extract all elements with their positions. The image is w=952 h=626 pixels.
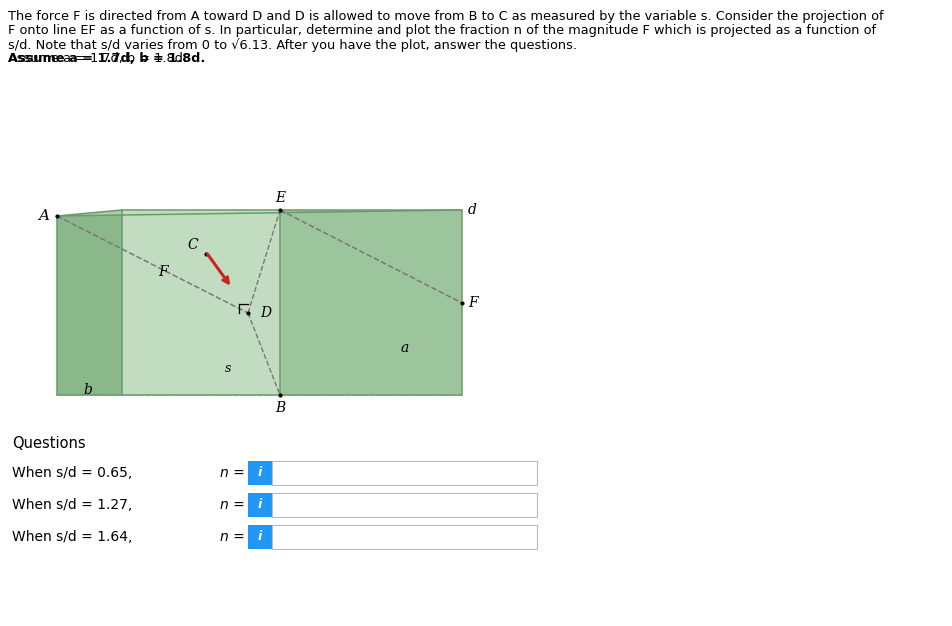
Text: n =: n = [220,466,245,480]
Text: The force F is directed from A toward D and D is allowed to move from B to C as : The force F is directed from A toward D … [8,10,883,23]
FancyBboxPatch shape [248,493,271,517]
Text: When s/d = 0.65,: When s/d = 0.65, [12,466,132,480]
Text: i: i [258,466,262,480]
Text: Questions: Questions [12,436,86,451]
FancyBboxPatch shape [271,525,536,549]
Polygon shape [57,210,122,395]
Text: F onto line EF as a function of s. In particular, determine and plot the fractio: F onto line EF as a function of s. In pa… [8,24,875,37]
FancyBboxPatch shape [271,461,536,485]
FancyBboxPatch shape [271,493,536,517]
Text: i: i [258,530,262,543]
Text: F: F [467,296,477,310]
Text: b: b [84,383,92,397]
Polygon shape [280,210,462,395]
Text: a: a [401,341,408,355]
Text: d: d [467,203,476,217]
FancyBboxPatch shape [248,525,271,549]
Text: D: D [260,306,270,320]
Text: C: C [188,238,198,252]
Text: s: s [225,361,231,374]
Text: F: F [158,265,168,279]
Text: Assume a = 1.7d, b = 1.8d.: Assume a = 1.7d, b = 1.8d. [8,52,206,65]
Text: When s/d = 1.64,: When s/d = 1.64, [12,530,132,544]
Text: A: A [38,209,49,223]
Text: n =: n = [220,530,245,544]
Text: B: B [274,401,285,415]
Text: s/d. Note that s/d varies from 0 to √6.13. After you have the plot, answer the q: s/d. Note that s/d varies from 0 to √6.1… [8,38,576,52]
Text: Assume a = 1.7d, b = 1.8d.: Assume a = 1.7d, b = 1.8d. [8,52,187,65]
Text: E: E [274,191,285,205]
Text: When s/d = 1.27,: When s/d = 1.27, [12,498,132,512]
Polygon shape [57,210,462,216]
Text: n =: n = [220,498,245,512]
Polygon shape [122,210,280,395]
Text: i: i [258,498,262,511]
FancyBboxPatch shape [248,461,271,485]
